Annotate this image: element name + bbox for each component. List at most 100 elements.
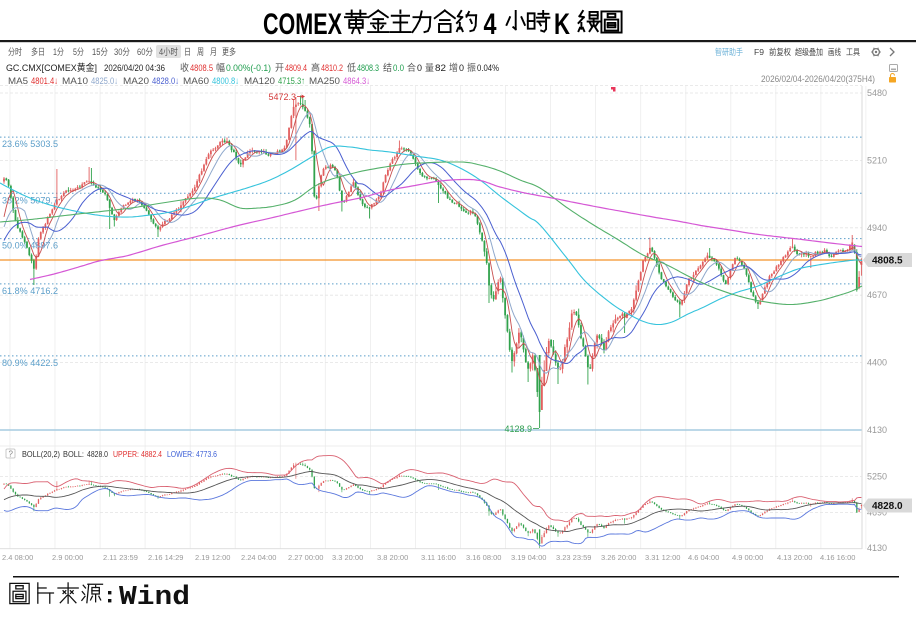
svg-text:合: 合: [407, 62, 416, 74]
svg-text:3.16 08:00: 3.16 08:00: [466, 553, 501, 562]
svg-text:4801.4↓: 4801.4↓: [31, 76, 58, 87]
svg-text:4400: 4400: [867, 358, 887, 368]
svg-text:50.0% 4897.6: 50.0% 4897.6: [2, 241, 58, 252]
svg-text:4808.3: 4808.3: [357, 63, 379, 74]
svg-text:3.19 04:00: 3.19 04:00: [511, 553, 546, 562]
svg-text:82: 82: [435, 63, 446, 74]
svg-text:量: 量: [425, 63, 434, 74]
svg-text:0: 0: [459, 63, 464, 74]
svg-text:月: 月: [210, 47, 217, 57]
svg-text:COMEX: COMEX: [263, 8, 342, 41]
svg-text:2.16 14:29: 2.16 14:29: [148, 553, 183, 562]
svg-text:4715.3↑: 4715.3↑: [278, 76, 305, 87]
svg-text:5210: 5210: [867, 155, 887, 165]
svg-text:23.6% 5303.5: 23.6% 5303.5: [2, 139, 58, 150]
svg-text:4809.4: 4809.4: [285, 63, 307, 74]
svg-text:超级叠加: 超级叠加: [795, 47, 823, 57]
svg-text:5480: 5480: [867, 88, 887, 98]
svg-text:增: 增: [449, 62, 458, 74]
svg-text:15分: 15分: [92, 47, 108, 57]
svg-text:F9: F9: [754, 47, 764, 57]
svg-text:4825.0↓: 4825.0↓: [91, 76, 118, 87]
svg-text:MA250: MA250: [309, 76, 340, 87]
svg-text:3.23 23:59: 3.23 23:59: [556, 553, 591, 562]
svg-text:2026/04/20 04:36: 2026/04/20 04:36: [104, 63, 165, 74]
svg-text:4810.2: 4810.2: [321, 63, 343, 74]
svg-text:0: 0: [417, 63, 422, 74]
svg-text:3.26 20:00: 3.26 20:00: [601, 553, 636, 562]
svg-text:3.11 16:00: 3.11 16:00: [421, 553, 456, 562]
svg-text:4808.5: 4808.5: [190, 63, 213, 74]
svg-text:周: 周: [197, 47, 204, 57]
svg-text:MA10: MA10: [62, 76, 88, 87]
svg-text:4800.8↓: 4800.8↓: [212, 76, 239, 87]
svg-text:2.27 00:00: 2.27 00:00: [288, 553, 323, 562]
svg-text:UPPER:: UPPER:: [113, 449, 139, 459]
svg-text:0.04%: 0.04%: [477, 63, 499, 74]
svg-text:2.19 12:00: 2.19 12:00: [195, 553, 230, 562]
svg-text:前复权: 前复权: [769, 47, 791, 57]
svg-text:4130: 4130: [867, 543, 887, 553]
svg-text:4828.0: 4828.0: [87, 449, 108, 459]
svg-text:K: K: [554, 8, 571, 41]
svg-text:MA60: MA60: [183, 76, 209, 87]
svg-text:BOLL(20,2): BOLL(20,2): [22, 449, 60, 459]
svg-text:智研助手: 智研助手: [715, 47, 743, 57]
svg-text:0.00%(-0.1): 0.00%(-0.1): [226, 63, 271, 74]
svg-text:收: 收: [180, 62, 189, 74]
svg-text:2026/02/04-2026/04/20(375H4): 2026/02/04-2026/04/20(375H4): [761, 74, 875, 84]
svg-text:4.6 04:00: 4.6 04:00: [688, 553, 719, 562]
svg-text:4808.5: 4808.5: [872, 256, 903, 267]
svg-text:4小时: 4小时: [159, 46, 178, 57]
svg-text:2.9 00:00: 2.9 00:00: [52, 553, 83, 562]
svg-text:分时: 分时: [8, 46, 22, 57]
svg-text:LOWER:: LOWER:: [167, 449, 194, 459]
svg-text:低: 低: [347, 62, 356, 74]
svg-text:4828.0↓: 4828.0↓: [152, 76, 179, 87]
svg-text:MA20: MA20: [123, 76, 149, 87]
svg-text:振: 振: [467, 62, 476, 74]
svg-text:60分: 60分: [137, 47, 153, 57]
svg-text:4940: 4940: [867, 223, 887, 233]
svg-text:2.4 08:00: 2.4 08:00: [2, 553, 33, 562]
svg-text:4128.9: 4128.9: [504, 424, 532, 434]
svg-text:4.13 20:00: 4.13 20:00: [777, 553, 812, 562]
svg-text:Wind: Wind: [119, 583, 190, 613]
svg-text:4130: 4130: [867, 425, 887, 435]
svg-text:4864.3↓: 4864.3↓: [343, 76, 370, 87]
svg-text:MA120: MA120: [244, 76, 275, 87]
svg-text:5分: 5分: [73, 47, 84, 57]
svg-text:BOLL:: BOLL:: [63, 449, 84, 459]
svg-text:2.24 04:00: 2.24 04:00: [241, 553, 276, 562]
svg-text:多日: 多日: [31, 46, 45, 57]
svg-text:开: 开: [275, 63, 284, 74]
svg-text:3.3 20:00: 3.3 20:00: [332, 553, 363, 562]
svg-text:3.8 20:00: 3.8 20:00: [377, 553, 408, 562]
svg-text:4670: 4670: [867, 290, 887, 300]
svg-text:61.8% 4716.2: 61.8% 4716.2: [2, 286, 58, 297]
svg-text:4828.0: 4828.0: [872, 501, 903, 512]
svg-text:30分: 30分: [114, 47, 130, 57]
svg-text:3.31 12:00: 3.31 12:00: [645, 553, 680, 562]
svg-text:?: ?: [9, 450, 14, 459]
svg-text:4882.4: 4882.4: [141, 449, 162, 459]
svg-text:2.11 23:59: 2.11 23:59: [103, 553, 138, 562]
svg-text:日: 日: [184, 47, 191, 57]
svg-text:4773.6: 4773.6: [196, 449, 217, 459]
svg-text:幅: 幅: [216, 62, 225, 74]
svg-text:1分: 1分: [53, 47, 64, 57]
svg-text:4.16 16:00: 4.16 16:00: [820, 553, 855, 562]
svg-text:38.2% 5079.7: 38.2% 5079.7: [2, 195, 58, 206]
svg-text:80.9% 4422.5: 80.9% 4422.5: [2, 358, 58, 369]
svg-text:画线: 画线: [828, 47, 841, 57]
svg-text:5250: 5250: [867, 471, 887, 481]
svg-text:4: 4: [484, 8, 497, 41]
svg-text:更多: 更多: [222, 46, 236, 57]
svg-text:5472.3: 5472.3: [268, 92, 296, 102]
svg-text:高: 高: [311, 62, 320, 74]
svg-text:0.0: 0.0: [393, 63, 404, 74]
svg-text:结: 结: [383, 62, 392, 74]
svg-text:MA5: MA5: [8, 76, 28, 87]
svg-text:GC.CMX[COMEX黄金]: GC.CMX[COMEX黄金]: [6, 62, 97, 74]
svg-text:4.9 00:00: 4.9 00:00: [732, 553, 763, 562]
